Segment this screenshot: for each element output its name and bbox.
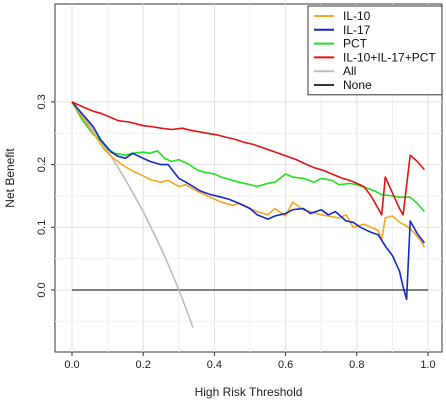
series-line-il-17	[71, 101, 426, 301]
legend-label: IL-10	[343, 9, 371, 23]
x-tick-label: 0.6	[278, 359, 293, 371]
y-axis-title: Net Benefit	[3, 148, 17, 208]
legend-label: PCT	[343, 37, 368, 51]
legend-label: IL-17	[343, 23, 371, 37]
x-tick-label: 0.4	[207, 359, 222, 371]
x-axis-title: High Risk Threshold	[195, 385, 303, 399]
y-tick-label: 0.1	[36, 220, 48, 235]
x-tick-label: 0.2	[136, 359, 151, 371]
axis-ticks: 0.0 0.2 0.4 0.6 0.8 1.0 0.0 0.1 0.2 0.3	[36, 94, 436, 371]
y-tick-label: 0.0	[36, 282, 48, 297]
y-tick-label: 0.2	[36, 157, 48, 172]
legend-label: IL-10+IL-17+PCT	[343, 50, 436, 64]
y-tick-label: 0.3	[36, 94, 48, 109]
x-tick-label: 0.8	[349, 359, 364, 371]
series-line-il-10-il-17-pct	[71, 101, 426, 216]
x-tick-label: 1.0	[420, 359, 435, 371]
legend-label: All	[343, 64, 356, 78]
series-layer	[71, 101, 428, 328]
legend-box	[307, 5, 443, 96]
x-tick-label: 0.0	[64, 359, 79, 371]
legend-label: None	[343, 78, 372, 92]
